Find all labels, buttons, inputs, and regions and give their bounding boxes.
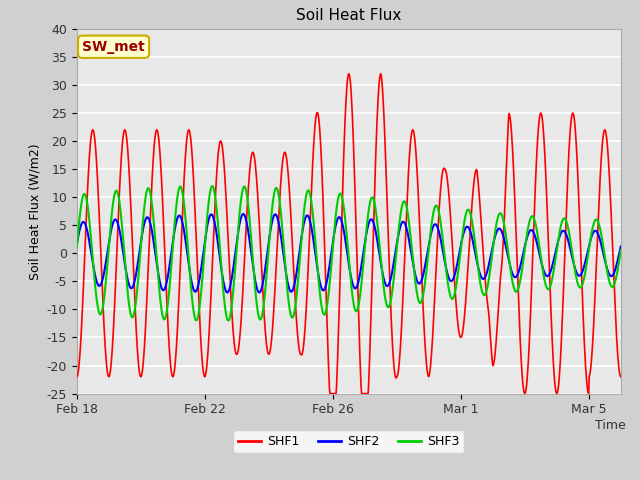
SHF1 xyxy=(129,240,136,245)
SHF3 xyxy=(209,183,216,189)
SHF3 xyxy=(499,213,506,219)
SHF3 xyxy=(314,265,321,271)
SHF3 xyxy=(617,247,625,253)
SHF1 xyxy=(499,258,506,264)
SHF2 xyxy=(294,261,301,266)
Text: SW_met: SW_met xyxy=(82,40,145,54)
SHF2 xyxy=(499,229,506,235)
SHF1 xyxy=(312,111,320,117)
SHF2 xyxy=(73,241,81,247)
Line: SHF1: SHF1 xyxy=(77,74,621,394)
SHF3 xyxy=(225,318,232,324)
Y-axis label: Soil Heat Flux (W/m2): Soil Heat Flux (W/m2) xyxy=(28,143,41,279)
SHF2 xyxy=(617,243,625,249)
SHF2 xyxy=(239,211,247,217)
Title: Soil Heat Flux: Soil Heat Flux xyxy=(296,9,401,24)
SHF3 xyxy=(508,276,516,281)
SHF3 xyxy=(447,296,455,301)
SHF2 xyxy=(129,285,136,290)
Legend: SHF1, SHF2, SHF3: SHF1, SHF2, SHF3 xyxy=(234,430,464,453)
Line: SHF3: SHF3 xyxy=(77,186,621,321)
SHF1 xyxy=(377,71,385,77)
X-axis label: Time: Time xyxy=(595,419,626,432)
SHF1 xyxy=(326,391,334,396)
SHF2 xyxy=(255,289,263,295)
SHF1 xyxy=(293,322,301,327)
SHF3 xyxy=(129,314,136,320)
SHF3 xyxy=(73,245,81,251)
SHF2 xyxy=(508,269,516,275)
SHF1 xyxy=(447,228,455,234)
SHF1 xyxy=(617,374,625,380)
SHF2 xyxy=(447,278,455,284)
SHF1 xyxy=(508,135,516,141)
SHF3 xyxy=(294,279,301,285)
SHF1 xyxy=(73,374,81,380)
SHF2 xyxy=(314,266,321,272)
Line: SHF2: SHF2 xyxy=(77,214,621,292)
